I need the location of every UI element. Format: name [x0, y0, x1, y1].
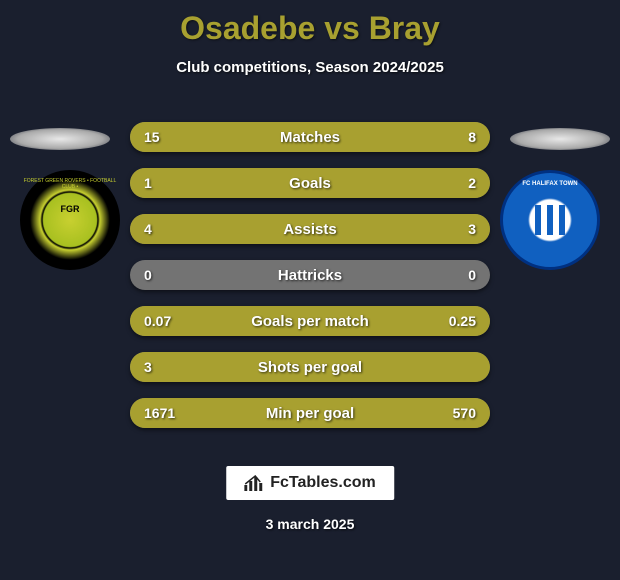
stat-label: Shots per goal — [258, 359, 362, 376]
club-badge-right — [500, 170, 600, 270]
stat-value-right: 8 — [468, 129, 476, 145]
stat-row: 0 Hattricks 0 — [130, 260, 490, 290]
stat-label: Hattricks — [278, 267, 342, 284]
stat-value-left: 0.07 — [144, 313, 171, 329]
stat-label: Goals — [289, 175, 331, 192]
stats-container: 15 Matches 8 1 Goals 2 4 Assists 3 0 Hattricks 0 0.0… — [130, 122, 490, 444]
stat-label: Matches — [280, 129, 340, 146]
club-badge-left — [20, 170, 120, 270]
chart-icon — [244, 475, 264, 491]
stat-value-left: 4 — [144, 221, 152, 237]
stat-value-left: 0 — [144, 267, 152, 283]
badge-shadow-right — [510, 128, 610, 150]
stat-row: 4 Assists 3 — [130, 214, 490, 244]
stat-value-left: 1 — [144, 175, 152, 191]
stat-label: Min per goal — [266, 405, 354, 422]
stat-label: Goals per match — [251, 313, 369, 330]
subtitle: Club competitions, Season 2024/2025 — [0, 59, 620, 76]
stat-row: 0.07 Goals per match 0.25 — [130, 306, 490, 336]
stat-value-left: 15 — [144, 129, 160, 145]
stat-row: 15 Matches 8 — [130, 122, 490, 152]
stat-row: 1 Goals 2 — [130, 168, 490, 198]
stat-value-left: 3 — [144, 359, 152, 375]
page-title: Osadebe vs Bray — [0, 0, 620, 47]
stat-value-right: 570 — [453, 405, 476, 421]
stat-value-right: 0.25 — [449, 313, 476, 329]
stat-value-right: 2 — [468, 175, 476, 191]
stat-value-left: 1671 — [144, 405, 175, 421]
brand-logo[interactable]: FcTables.com — [226, 466, 394, 500]
stat-label: Assists — [283, 221, 336, 238]
stat-row: 3 Shots per goal — [130, 352, 490, 382]
badge-shadow-left — [10, 128, 110, 150]
brand-text: FcTables.com — [270, 474, 376, 492]
footer-date: 3 march 2025 — [266, 516, 355, 532]
stat-value-right: 0 — [468, 267, 476, 283]
stat-row: 1671 Min per goal 570 — [130, 398, 490, 428]
stat-value-right: 3 — [468, 221, 476, 237]
